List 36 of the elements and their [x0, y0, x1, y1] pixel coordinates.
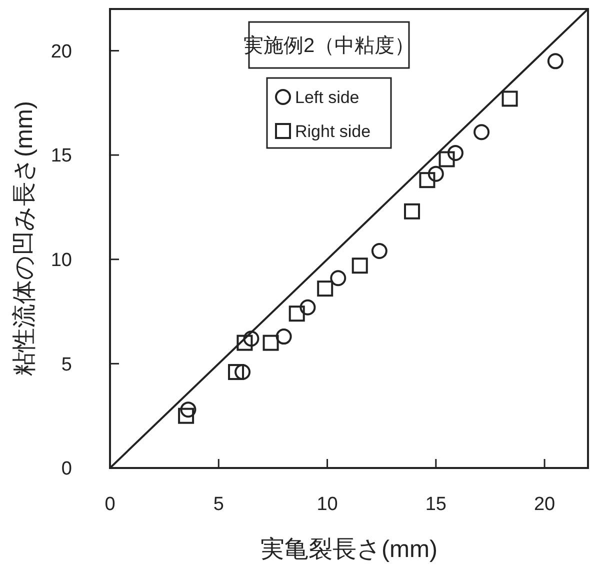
- point: [330, 270, 346, 286]
- y-tick-label: 15: [50, 146, 72, 167]
- y-axis-title: 粘性流体の凹み長さ(mm): [11, 101, 38, 376]
- point: [243, 330, 260, 347]
- x-tick-label: 5: [213, 494, 224, 515]
- point: [236, 334, 253, 351]
- point: [234, 364, 251, 380]
- x-tick-label: 20: [534, 494, 556, 515]
- point: [474, 124, 490, 140]
- point: [178, 408, 194, 424]
- y-tick-label: 0: [61, 458, 72, 480]
- point: [262, 334, 279, 351]
- point: [228, 364, 244, 380]
- point: [276, 328, 292, 345]
- point: [438, 151, 455, 168]
- x-axis-title: 実亀裂長さ(mm): [260, 536, 438, 563]
- point: [428, 166, 444, 182]
- point: [300, 299, 316, 316]
- legend-label: Left side: [295, 88, 360, 107]
- point: [352, 258, 368, 274]
- point: [547, 53, 564, 70]
- point: [404, 203, 420, 220]
- point: [288, 306, 305, 322]
- point: [502, 90, 518, 107]
- point: [371, 243, 388, 260]
- point: [317, 280, 334, 297]
- y-tick-label: 5: [61, 354, 72, 376]
- point: [419, 172, 436, 188]
- y-tick-label: 10: [50, 250, 72, 272]
- x-tick-label: 10: [316, 494, 338, 515]
- point: [447, 144, 464, 161]
- legend-label: Right side: [295, 122, 371, 141]
- y-tick-label: 20: [50, 41, 72, 62]
- x-tick-label: 0: [104, 494, 116, 515]
- point: [180, 402, 196, 418]
- x-tick-label: 15: [425, 494, 446, 515]
